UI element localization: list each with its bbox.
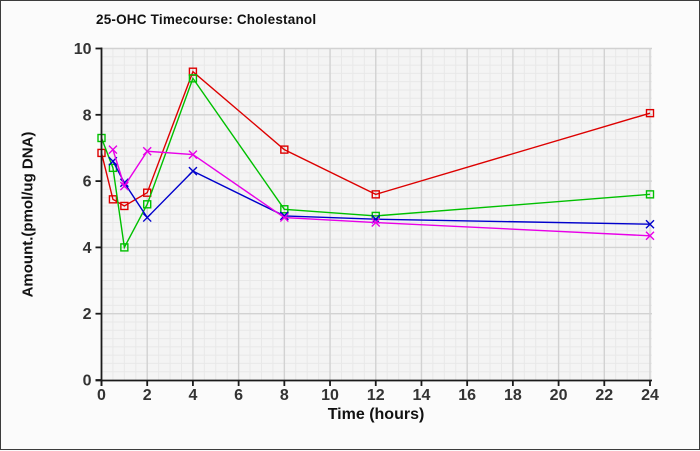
y-tick-label: 4 bbox=[83, 240, 92, 257]
grid-major bbox=[101, 47, 652, 380]
x-tick-label: 22 bbox=[595, 387, 613, 404]
x-axis-label: Time (hours) bbox=[327, 406, 425, 423]
chart-title: 25-OHC Timecourse: Cholestanol bbox=[96, 12, 317, 27]
x-tick-label: 10 bbox=[321, 387, 339, 404]
x-tick-label: 4 bbox=[188, 387, 197, 404]
grid-minor bbox=[101, 48, 652, 380]
x-tick-label: 20 bbox=[550, 387, 568, 404]
x-tick-label: 0 bbox=[97, 387, 106, 404]
x-tick-label: 24 bbox=[641, 387, 659, 404]
x-tick-label: 6 bbox=[234, 387, 243, 404]
y-tick-label: 2 bbox=[83, 306, 92, 323]
series-green-squares-markers bbox=[97, 74, 655, 252]
x-tick-label: 16 bbox=[458, 387, 476, 404]
series-green-squares-line bbox=[100, 76, 651, 250]
y-tick-label: 6 bbox=[83, 174, 92, 191]
y-tick-label: 10 bbox=[74, 41, 92, 58]
y-tick-label: 0 bbox=[83, 373, 92, 390]
x-tick-label: 14 bbox=[413, 387, 431, 404]
series-red-squares-line bbox=[100, 70, 651, 207]
series-magenta-x-markers bbox=[108, 145, 655, 241]
x-tick-label: 12 bbox=[367, 387, 385, 404]
x-tick-label: 18 bbox=[504, 387, 522, 404]
y-axis-label: Amount.(pmol/ug DNA) bbox=[19, 131, 37, 298]
x-tick-label: 8 bbox=[280, 387, 289, 404]
series-blue-x-markers bbox=[108, 156, 655, 229]
y-tick-label: 8 bbox=[83, 107, 92, 124]
x-tick-label: 2 bbox=[143, 387, 152, 404]
tick-marks bbox=[95, 47, 651, 386]
